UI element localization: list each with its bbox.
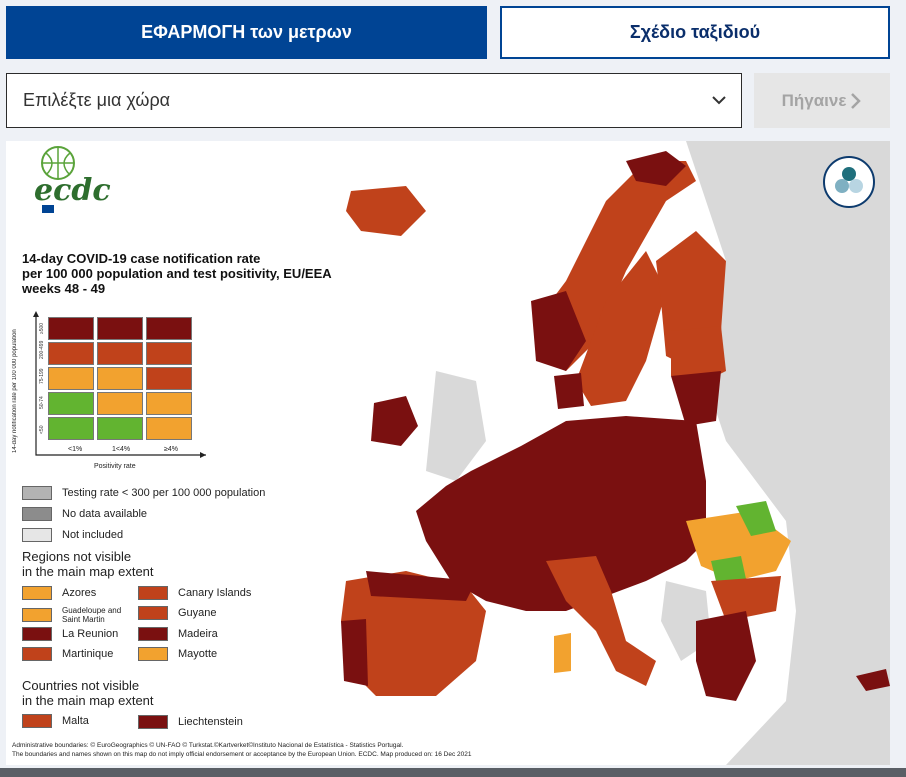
y-tick: 200-499 [39, 340, 45, 359]
europe-map-image [341, 141, 890, 765]
y-tick: 50-74 [39, 396, 45, 409]
x-tick: ≥4% [164, 446, 178, 453]
logo-text: ecdc [34, 173, 111, 208]
y-tick: <50 [39, 425, 45, 434]
legend-guadeloupe: Guadeloupe and Saint Martin [22, 606, 132, 624]
map-title-line-1: 14-day COVID-19 case notification rate [22, 251, 261, 266]
legend-martinique: Martinique [22, 647, 113, 661]
legend-liechtenstein: Liechtenstein [138, 715, 243, 729]
matrix-cell [146, 342, 192, 365]
matrix-cell [146, 317, 192, 340]
go-button-label: Πήγαινε [781, 90, 847, 110]
matrix-y-axis-label: 14-day notification rate per 100 000 pop… [12, 329, 18, 453]
matrix-cell [146, 392, 192, 415]
matrix-cell [97, 367, 143, 390]
legend-guyane: Guyane [138, 606, 217, 620]
globe-icon [41, 146, 75, 213]
country-select-value: Επιλέξτε μια χώρα [23, 90, 171, 110]
layers-icon [835, 167, 863, 193]
matrix-cell [97, 317, 143, 340]
tab-travel-plan-label: Σχέδιο ταξιδιού [629, 22, 761, 42]
go-button[interactable]: Πήγαινε [754, 73, 890, 128]
map-footer: Administrative boundaries: © EuroGeograp… [12, 742, 472, 758]
y-tick: 75-199 [39, 368, 45, 384]
legend-azores: Azores [22, 586, 96, 600]
bottom-strip [0, 768, 906, 777]
legend-not-included: Not included [22, 528, 123, 542]
matrix-cell [97, 417, 143, 440]
legend-la-reunion: La Reunion [22, 627, 118, 641]
legend-mayotte: Mayotte [138, 647, 217, 661]
tab-travel-plan[interactable]: Σχέδιο ταξιδιού [500, 6, 890, 59]
matrix-x-axis-label: Positivity rate [94, 463, 136, 470]
matrix-cell [97, 342, 143, 365]
map-title-line-2: per 100 000 population and test positivi… [22, 266, 332, 281]
matrix-cell [48, 342, 94, 365]
chevron-down-icon [712, 96, 726, 105]
legend-canary-islands: Canary Islands [138, 586, 251, 600]
matrix-cell [146, 367, 192, 390]
covid-map: ecdc 14-day COVID-19 case notification r… [6, 141, 890, 765]
layers-button[interactable] [823, 156, 875, 208]
matrix-cell [48, 367, 94, 390]
matrix-cell [146, 417, 192, 440]
map-title-line-3: weeks 48 - 49 [22, 281, 106, 296]
regions-title: Regions not visible in the main map exte… [22, 549, 154, 579]
legend-no-data: No data available [22, 507, 147, 521]
legend-testing-rate: Testing rate < 300 per 100 000 populatio… [22, 486, 265, 500]
legend-malta: Malta [22, 714, 89, 728]
matrix-cell [48, 417, 94, 440]
y-tick: ≥500 [39, 322, 45, 334]
matrix-cell [48, 317, 94, 340]
x-tick: 1<4% [112, 446, 131, 453]
country-select[interactable]: Επιλέξτε μια χώρα [6, 73, 742, 128]
ecdc-logo [22, 145, 122, 219]
map-title: 14-day COVID-19 case notification rate p… [22, 251, 362, 296]
x-tick: <1% [68, 446, 83, 453]
matrix-axes [33, 311, 206, 458]
tab-measures[interactable]: ΕΦΑΡΜΟΓΗ των μετρων [6, 6, 487, 59]
countries-title: Countries not visible in the main map ex… [22, 678, 154, 708]
tab-measures-label: ΕΦΑΡΜΟΓΗ των μετρων [141, 22, 352, 42]
matrix-cell [48, 392, 94, 415]
chevron-right-icon [851, 92, 862, 109]
legend-madeira: Madeira [138, 627, 218, 641]
matrix-cell [97, 392, 143, 415]
